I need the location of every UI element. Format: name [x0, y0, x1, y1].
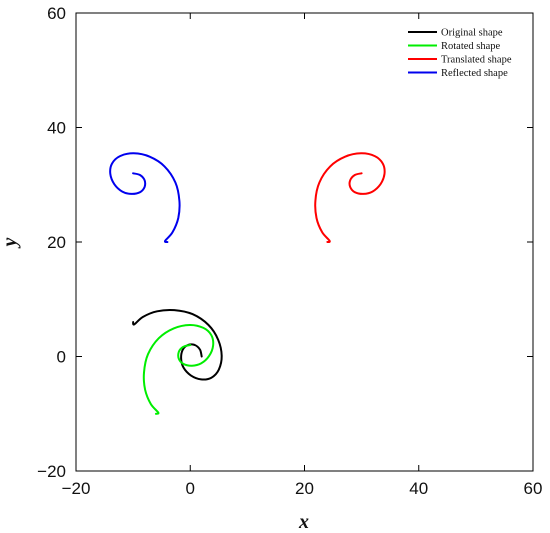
y-tick-label: 60 — [47, 4, 66, 23]
y-tick-label: −20 — [37, 462, 66, 481]
y-tick-label: 20 — [47, 233, 66, 252]
legend: Original shape Rotated shape Translated sh… — [408, 28, 512, 79]
y-tick-label: 0 — [57, 348, 66, 367]
x-tick-label: 0 — [186, 479, 195, 498]
series-line-original-shape — [132, 308, 223, 381]
x-tick-label: 40 — [409, 479, 428, 498]
legend-label: Rotated shape — [441, 41, 501, 52]
x-tick-label: −20 — [62, 479, 91, 498]
y-tick-label: 40 — [47, 119, 66, 138]
y-axis-label: y — [0, 237, 21, 248]
plot-frame — [75, 12, 534, 472]
legend-label: Original shape — [441, 28, 503, 39]
x-axis-label: x — [298, 511, 309, 533]
x-tick-label: 20 — [295, 479, 314, 498]
series-layer — [109, 152, 386, 415]
axis-ticks — [75, 12, 534, 472]
series-line-rotated-shape — [142, 323, 215, 415]
legend-label: Translated shape — [441, 55, 512, 66]
tick-labels: −20 0 20 40 60 −20 0 20 40 60 — [37, 4, 542, 498]
series-line-translated-shape — [314, 152, 386, 243]
legend-label: Reflected shape — [441, 68, 508, 79]
series-line-reflected-shape — [109, 152, 181, 243]
x-tick-label: 60 — [524, 479, 543, 498]
